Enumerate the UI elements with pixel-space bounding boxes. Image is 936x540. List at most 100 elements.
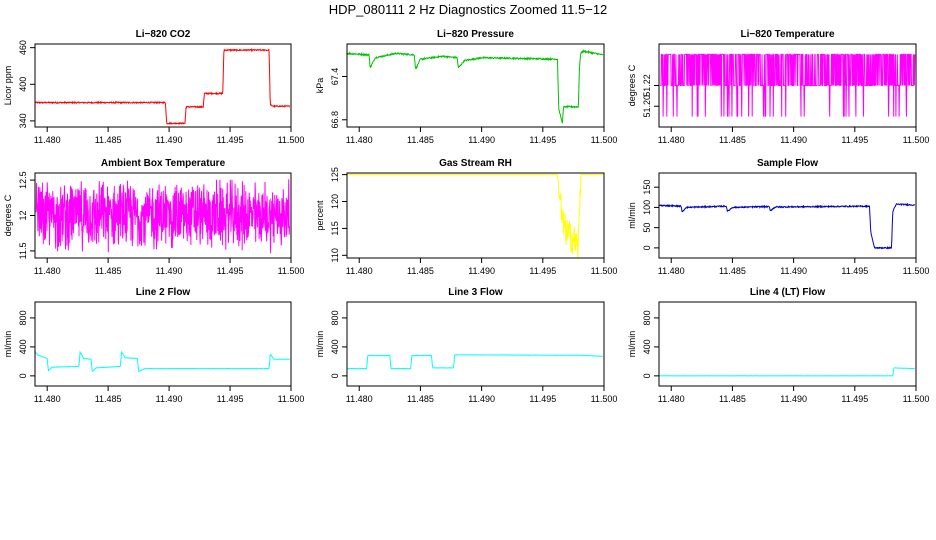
- x-tick-label: 11.490: [156, 135, 183, 145]
- data-line: [35, 179, 291, 254]
- x-tick-label: 11.485: [95, 394, 122, 404]
- x-tick-label: 11.490: [780, 135, 807, 145]
- x-tick-label: 11.500: [903, 266, 930, 276]
- y-tick-label: 400: [18, 77, 28, 92]
- data-line: [35, 47, 290, 126]
- x-tick-label: 11.485: [719, 266, 746, 276]
- x-tick-label: 11.490: [156, 266, 183, 276]
- y-tick-label: 0: [642, 245, 652, 250]
- x-tick-label: 11.500: [903, 135, 930, 145]
- x-tick-label: 11.485: [407, 394, 434, 404]
- panel-title: Sample Flow: [757, 158, 818, 169]
- x-tick-label: 11.500: [278, 394, 305, 404]
- x-tick-label: 11.500: [278, 135, 305, 145]
- plot-frame: [658, 301, 917, 387]
- x-tick-label: 11.490: [468, 135, 495, 145]
- y-axis-label: ml/min: [627, 331, 637, 358]
- x-tick-label: 11.480: [658, 135, 685, 145]
- plot-frame: [34, 43, 292, 128]
- panel-3: Li−820 Temperature degrees C 11.480 11.485 1…: [627, 29, 929, 145]
- plot-frame: [658, 172, 917, 259]
- y-tick-label: 800: [330, 310, 340, 325]
- y-tick-label: 800: [18, 310, 28, 325]
- x-tick-label: 11.480: [658, 394, 685, 404]
- y-axis-label: Licor ppm: [3, 66, 13, 106]
- y-tick-label: 120: [330, 194, 340, 209]
- x-tick-label: 11.485: [719, 394, 746, 404]
- x-tick-label: 11.500: [278, 266, 305, 276]
- x-tick-label: 11.485: [407, 135, 434, 145]
- x-tick-label: 11.490: [156, 394, 183, 404]
- x-tick-label: 11.480: [34, 394, 61, 404]
- y-tick-label: 51.20: [642, 95, 652, 118]
- plot-frame: [346, 301, 605, 387]
- x-tick-label: 11.480: [34, 266, 61, 276]
- y-tick-label: 67.4: [330, 68, 340, 86]
- y-axis-label: ml/min: [3, 331, 13, 358]
- panel-4: Ambient Box Temperature degrees C 11.480 11…: [3, 158, 304, 276]
- x-tick-label: 11.500: [591, 135, 618, 145]
- x-tick-label: 11.485: [95, 266, 122, 276]
- x-tick-label: 11.495: [217, 394, 244, 404]
- x-tick-label: 11.480: [34, 135, 61, 145]
- y-tick-label: 50: [642, 223, 652, 233]
- x-tick-label: 11.495: [841, 135, 868, 145]
- panel-title: Ambient Box Temperature: [101, 158, 226, 169]
- plot-frame: [346, 43, 605, 128]
- y-tick-label: 460: [18, 40, 28, 55]
- y-axis-label: percent: [315, 200, 325, 231]
- plot-frame: [346, 172, 605, 259]
- data-line: [347, 49, 604, 124]
- y-tick-label: 400: [642, 339, 652, 354]
- y-tick-label: 110: [330, 248, 340, 262]
- y-tick-label: 0: [18, 373, 28, 378]
- y-tick-label: 12.5: [18, 171, 28, 189]
- y-tick-label: 400: [330, 339, 340, 354]
- panel-7: Line 2 Flow ml/min 11.480 11.485 11.490 11.49…: [3, 287, 304, 404]
- panel-title: Gas Stream RH: [439, 158, 512, 169]
- y-tick-label: 11.5: [18, 242, 28, 259]
- x-tick-label: 11.495: [841, 394, 868, 404]
- data-line: [35, 350, 291, 373]
- panel-title: Line 2 Flow: [136, 287, 191, 298]
- panel-title: Li−820 Temperature: [740, 29, 834, 40]
- data-line: [347, 174, 603, 258]
- y-tick-label: 66.8: [330, 111, 340, 129]
- y-tick-label: 340: [18, 113, 28, 128]
- x-tick-label: 11.495: [529, 266, 556, 276]
- y-tick-label: 125: [330, 167, 340, 182]
- x-tick-label: 11.480: [658, 266, 685, 276]
- y-tick-label: 150: [642, 180, 652, 195]
- panel-title: Li−820 Pressure: [437, 29, 514, 40]
- data-line: [659, 367, 915, 377]
- x-tick-label: 11.500: [903, 394, 930, 404]
- x-tick-label: 11.485: [407, 266, 434, 276]
- panel-title: Li−820 CO2: [136, 29, 191, 40]
- x-tick-label: 11.480: [346, 394, 373, 404]
- x-tick-label: 11.480: [346, 266, 373, 276]
- panel-6: Sample Flow ml/min 11.480 11.485 11.490 11.49…: [627, 158, 929, 276]
- panel-title: Line 4 (LT) Flow: [750, 287, 826, 298]
- y-tick-label: 12: [18, 210, 28, 220]
- y-axis-label: ml/min: [315, 331, 325, 358]
- y-tick-label: 0: [330, 373, 340, 378]
- panel-8: Line 3 Flow ml/min 11.480 11.485 11.490 11.49…: [315, 287, 617, 404]
- y-tick-label: 0: [642, 373, 652, 378]
- panel-1: Li−820 CO2 Licor ppm 11.480 11.485 11.490 11.…: [3, 29, 304, 145]
- panel-title: Line 3 Flow: [448, 287, 503, 298]
- x-tick-label: 11.500: [591, 266, 618, 276]
- y-tick-label: 115: [330, 221, 340, 235]
- x-tick-label: 11.495: [217, 266, 244, 276]
- x-tick-label: 11.490: [468, 394, 495, 404]
- y-tick-label: 800: [642, 310, 652, 325]
- x-tick-label: 11.485: [95, 135, 122, 145]
- x-tick-label: 11.495: [217, 135, 244, 145]
- y-tick-label: 100: [642, 200, 652, 215]
- x-tick-label: 11.490: [780, 394, 807, 404]
- x-tick-label: 11.495: [529, 394, 556, 404]
- data-line: [660, 53, 916, 117]
- x-tick-label: 11.500: [591, 394, 618, 404]
- x-tick-label: 11.495: [841, 266, 868, 276]
- y-axis-label: kPa: [315, 78, 325, 94]
